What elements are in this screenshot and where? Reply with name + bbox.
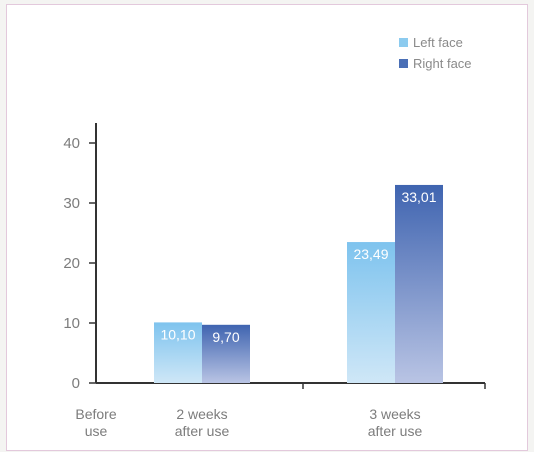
y-tick-label: 10 bbox=[63, 315, 80, 332]
x-category-label: Before bbox=[75, 406, 116, 422]
y-tick-label: 30 bbox=[63, 195, 80, 212]
y-tick-label: 40 bbox=[63, 135, 80, 152]
bar-value-label: 10,10 bbox=[160, 326, 195, 342]
legend: Left face Right face bbox=[399, 35, 472, 71]
bar-1-2 bbox=[395, 184, 443, 383]
x-category-label: use bbox=[85, 423, 108, 439]
bar-value-label: 33,01 bbox=[401, 189, 436, 205]
bar-value-label: 23,49 bbox=[353, 246, 388, 262]
x-category-label: after use bbox=[368, 423, 423, 439]
labels: 10,10 23,49 9,70 33,01 bbox=[160, 189, 436, 345]
bar-1-1 bbox=[202, 324, 250, 383]
chart-frame: Left face Right face 0 10 20 30 40 Before use 2 … bbox=[6, 4, 528, 451]
legend-swatch bbox=[399, 38, 408, 47]
legend-swatch bbox=[399, 59, 408, 68]
x-category-label: after use bbox=[175, 423, 230, 439]
bar-0-1 bbox=[154, 322, 202, 383]
y-tick-label: 0 bbox=[72, 375, 80, 392]
legend-label: Right face bbox=[413, 56, 472, 71]
bars bbox=[154, 184, 443, 383]
x-category-label: 2 weeks bbox=[176, 406, 227, 422]
bar-0-2 bbox=[347, 242, 395, 383]
y-tick-label: 20 bbox=[63, 255, 80, 272]
x-category-label: 3 weeks bbox=[369, 406, 420, 422]
legend-label: Left face bbox=[413, 35, 463, 50]
bar-value-label: 9,70 bbox=[212, 329, 239, 345]
